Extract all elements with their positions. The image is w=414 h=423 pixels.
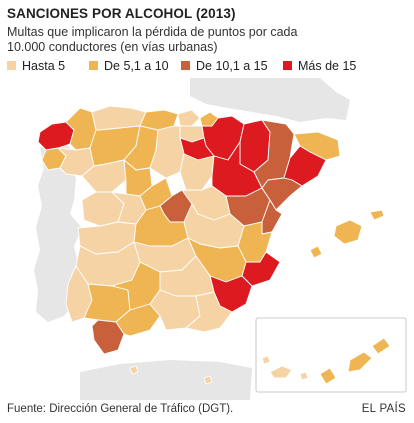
province-ceuta <box>129 365 139 375</box>
province-soria <box>179 153 215 191</box>
map-subtitle: Multas que implicaron la pérdida de punt… <box>7 25 298 54</box>
province-baleares-ibiza <box>309 245 323 259</box>
france-land <box>190 78 350 122</box>
canary-islands-inset <box>255 317 407 393</box>
source-note: Fuente: Dirección General de Tráfico (DG… <box>7 403 234 415</box>
spain-map <box>34 78 407 400</box>
province-santa-cruz-de-tenerife <box>261 355 309 381</box>
province-a-coruna <box>37 121 75 151</box>
provinces <box>37 105 391 385</box>
province-melilla <box>203 375 213 385</box>
province-las-palmas <box>319 337 391 385</box>
legend-label-10-15: De 10,1 a 15 <box>196 59 268 73</box>
province-baleares-menorca <box>369 209 385 221</box>
map-title: SANCIONES POR ALCOHOL (2013) <box>7 6 236 21</box>
brand-name: EL PAÍS <box>361 403 406 415</box>
legend-label-hasta-5: Hasta 5 <box>22 59 66 73</box>
province-malaga <box>115 303 161 337</box>
legend-swatch-hasta-5 <box>7 61 16 70</box>
province-almeria <box>185 291 233 333</box>
neighbouring-land <box>34 78 350 400</box>
province-baleares-mallorca <box>333 219 363 245</box>
legend: Hasta 5 De 5,1 a 10 De 10,1 a 15 Más de … <box>7 58 407 74</box>
legend-label-5-10: De 5,1 a 10 <box>104 59 169 73</box>
portugal-land <box>34 140 82 322</box>
legend-swatch-mas-15 <box>283 61 292 70</box>
province-bizkaia <box>177 109 201 127</box>
legend-swatch-10-15 <box>181 61 190 70</box>
legend-swatch-5-10 <box>89 61 98 70</box>
legend-label-mas-15: Más de 15 <box>298 59 357 73</box>
africa-land <box>80 360 252 400</box>
province-tarragona <box>261 177 303 211</box>
